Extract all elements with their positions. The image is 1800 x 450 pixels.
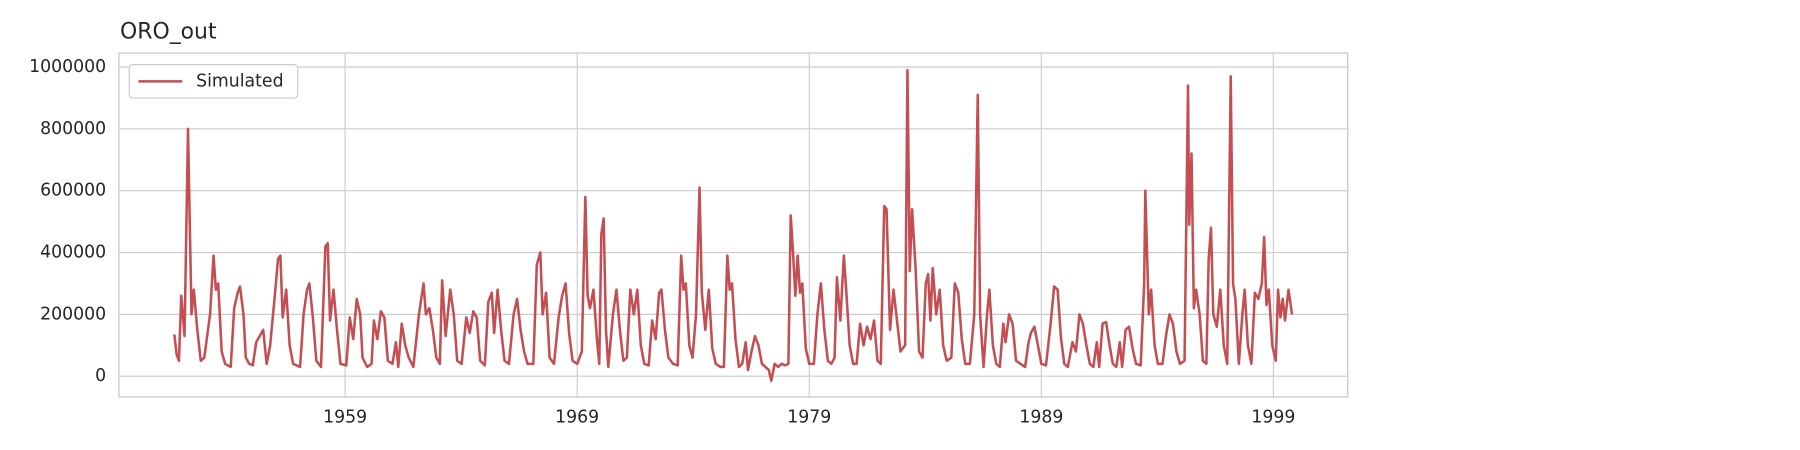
x-tick-label: 1989 (1019, 408, 1063, 428)
data-line (173, 68, 1294, 383)
legend-label: Simulated (196, 71, 283, 91)
x-tick-label: 1999 (1251, 408, 1295, 428)
y-tick-label: 1000000 (29, 57, 106, 77)
y-tick-label: 200000 (40, 304, 106, 324)
x-tick-label: 1979 (787, 408, 831, 428)
legend-box (128, 64, 299, 99)
chart-title: ORO_out (120, 19, 217, 44)
y-tick-label: 600000 (40, 181, 106, 201)
x-tick-label: 1969 (555, 408, 599, 428)
plot-frame (118, 52, 1349, 398)
y-tick-label: 800000 (40, 119, 106, 139)
y-tick-label: 0 (95, 366, 106, 386)
legend: Simulated (128, 64, 299, 99)
y-tick-label: 400000 (40, 243, 106, 263)
x-tick-label: 1959 (323, 408, 367, 428)
